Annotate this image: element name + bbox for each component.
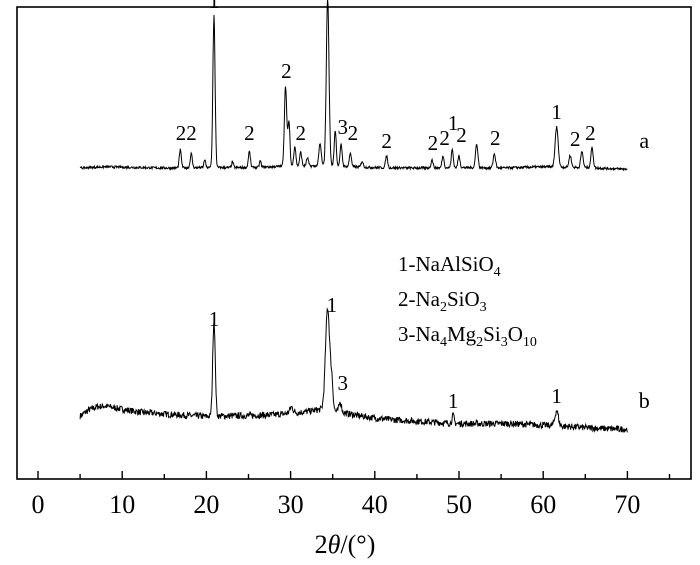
peak-label: 1: [327, 293, 338, 317]
peak-label: 1: [209, 0, 220, 13]
peak-label: 1: [448, 389, 459, 413]
x-axis-ticks: [37, 471, 671, 479]
x-tick-label: 0: [32, 490, 45, 519]
legend-entry-text: O: [508, 322, 523, 346]
legend-entry: 3-Na4Mg2Si3O10: [398, 322, 537, 350]
peak-label: 2: [439, 126, 450, 150]
peak-label: 1: [551, 384, 562, 408]
peak-label: 1: [448, 111, 459, 135]
series-labels: ba: [639, 128, 650, 413]
x-tick-label: 60: [530, 490, 556, 519]
peak-label: 1: [209, 307, 220, 331]
legend-entry-text: 2-Na: [398, 287, 441, 311]
series-label-a: a: [639, 128, 649, 153]
x-axis-tick-labels: 0 10 20 30 40 50 60 70: [32, 490, 641, 519]
peak-label: 2: [585, 121, 596, 145]
xrd-trace-b: [79, 307, 628, 433]
legend-entry: 2-Na2SiO3: [398, 287, 487, 315]
x-tick-label: 40: [362, 490, 388, 519]
peak-label: 3: [338, 371, 349, 395]
peak-label: 2: [381, 129, 392, 153]
xrd-trace-a: [79, 0, 628, 172]
legend-subscript: 2: [476, 335, 483, 350]
x-tick-label: 10: [109, 490, 135, 519]
peak-label: 2: [244, 121, 255, 145]
peak-label: 2: [428, 131, 439, 155]
legend-entry: 1-NaAlSiO4: [398, 252, 501, 280]
peak-label: 2: [348, 121, 359, 145]
series-label-b: b: [639, 388, 650, 413]
legend-subscript: 4: [494, 265, 501, 280]
peak-label: 1: [551, 100, 562, 124]
legend-subscript: 4: [440, 335, 447, 350]
legend-subscript: 10: [523, 335, 537, 350]
legend-entry-text: Si: [483, 322, 501, 346]
peak-labels: 11311112222232222122122: [176, 0, 596, 413]
x-tick-label: 50: [446, 490, 472, 519]
x-axis-title-theta: θ: [328, 530, 341, 559]
x-tick-label: 20: [193, 490, 219, 519]
x-tick-label: 70: [614, 490, 640, 519]
legend-subscript: 2: [440, 300, 447, 315]
plot-frame: [16, 6, 692, 480]
x-axis-title: 2θ/(°): [315, 530, 376, 559]
legend-entry-text: SiO: [447, 287, 480, 311]
peak-label: 2: [281, 59, 292, 83]
legend-entry-text: Mg: [447, 322, 477, 346]
legend-subscript: 3: [480, 300, 487, 315]
peak-label: 22: [176, 121, 197, 145]
peak-label: 2: [570, 127, 581, 151]
x-axis-title-prefix: 2: [315, 530, 328, 559]
legend-entry-text: 1-NaAlSiO: [398, 252, 494, 276]
x-tick-label: 30: [278, 490, 304, 519]
peak-label: 2: [490, 126, 501, 150]
peak-label: 3: [338, 115, 349, 139]
legend-entry-text: 3-Na: [398, 322, 441, 346]
legend-subscript: 3: [501, 335, 508, 350]
peak-label: 2: [456, 123, 467, 147]
xrd-traces: [79, 0, 628, 433]
x-axis-title-unit: /(°): [340, 530, 375, 559]
peak-label: 2: [295, 121, 306, 145]
